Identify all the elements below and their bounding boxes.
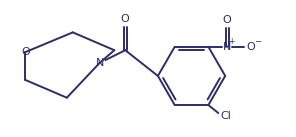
Text: N: N <box>223 42 231 52</box>
Text: Cl: Cl <box>221 111 232 121</box>
Text: O: O <box>223 15 231 25</box>
Text: −: − <box>254 37 261 46</box>
Text: O: O <box>121 14 130 24</box>
Text: N: N <box>96 58 105 68</box>
Text: O: O <box>21 47 30 57</box>
Text: O: O <box>247 42 255 52</box>
Text: +: + <box>229 37 235 46</box>
